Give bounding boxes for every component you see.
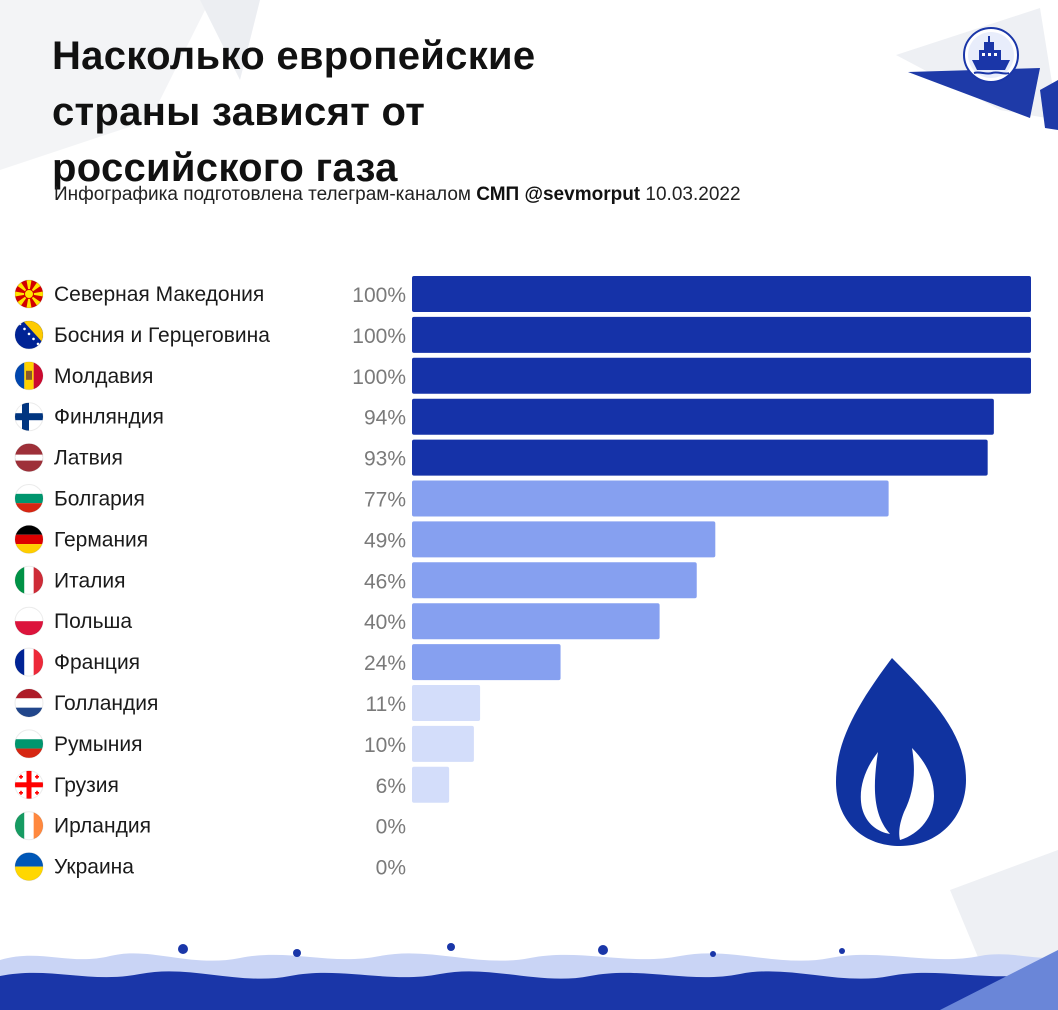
chart-row: Ирландия 0% [14, 811, 406, 841]
chart-row: Финляндия 94% [14, 398, 994, 435]
chart-row: Франция 24% [14, 644, 561, 681]
country-label: Молдавия [54, 365, 153, 388]
value-label: 0% [376, 857, 406, 880]
flag-ireland-icon [14, 811, 44, 841]
ship-logo-icon [963, 27, 1019, 83]
value-label: 100% [352, 284, 406, 307]
chart-row: Болгария 77% [14, 480, 889, 517]
bar [412, 766, 450, 803]
flag-latvia-icon [14, 443, 44, 473]
bar [412, 603, 660, 640]
chart-row: Молдавия 100% [14, 357, 1031, 394]
country-label: Босния и Герцеговина [54, 324, 270, 347]
country-label: Италия [54, 569, 126, 592]
flag-italy-icon [14, 565, 44, 595]
bar [412, 644, 561, 681]
bar [412, 480, 889, 517]
value-label: 100% [352, 325, 406, 348]
flag-georgia-icon [14, 770, 44, 800]
subtitle-prefix: Инфографика подготовлена телеграм-канало… [54, 184, 471, 205]
country-label: Польша [54, 610, 132, 633]
value-label: 77% [364, 489, 406, 512]
country-label: Грузия [54, 774, 119, 797]
flag-poland-icon [14, 606, 44, 636]
value-label: 0% [376, 816, 406, 839]
bar [412, 562, 697, 599]
bar [412, 316, 1031, 353]
subtitle-channel: СМП @sevmorput [476, 184, 641, 205]
flag-moldova-icon [14, 361, 44, 391]
country-label: Румыния [54, 733, 143, 756]
bar [412, 725, 474, 762]
flag-bosnia-icon [14, 320, 44, 350]
flag-north-macedonia-icon [14, 279, 44, 309]
country-label: Финляндия [54, 406, 164, 429]
chart-row: Италия 46% [14, 562, 697, 599]
value-label: 100% [352, 366, 406, 389]
value-label: 11% [366, 693, 406, 716]
chart-row: Германия 49% [14, 521, 716, 558]
chart-row: Голландия 11% [14, 685, 481, 721]
flag-finland-icon [14, 402, 44, 432]
country-label: Латвия [54, 447, 123, 470]
country-label: Украина [54, 856, 134, 879]
value-label: 6% [376, 775, 406, 798]
subtitle-date: 10.03.2022 [645, 184, 741, 205]
bar [412, 439, 988, 476]
chart-row: Грузия 6% [14, 766, 450, 803]
flag-romania-icon [14, 729, 44, 759]
flag-france-icon [14, 647, 44, 677]
bar [412, 521, 716, 558]
chart-row: Польша 40% [14, 603, 660, 640]
subtitle: Инфографика подготовлена телеграм-канало… [54, 184, 741, 206]
chart-row: Северная Македония 100% [14, 276, 1031, 312]
bar [412, 685, 481, 721]
country-label: Ирландия [54, 815, 151, 838]
value-label: 10% [364, 734, 406, 757]
chart-row: Украина 0% [14, 852, 406, 882]
country-label: Северная Македония [54, 283, 264, 306]
bar [412, 357, 1031, 394]
chart-row: Румыния 10% [14, 725, 474, 762]
bar [412, 276, 1031, 312]
flag-germany-icon [14, 524, 44, 554]
chart-row: Босния и Герцеговина 100% [14, 316, 1031, 353]
country-label: Франция [54, 651, 140, 674]
value-label: 93% [364, 448, 406, 471]
page-title: Насколько европейские страны зависят от … [52, 34, 536, 190]
value-label: 94% [364, 407, 406, 430]
chart-row: Латвия 93% [14, 439, 988, 476]
flag-netherlands-icon [14, 688, 44, 718]
bar [412, 398, 994, 435]
value-label: 24% [364, 652, 406, 675]
country-label: Голландия [54, 692, 158, 715]
country-label: Германия [54, 528, 148, 551]
value-label: 46% [364, 570, 406, 593]
flag-bulgaria-icon [14, 484, 44, 513]
country-label: Болгария [54, 488, 145, 511]
value-label: 40% [364, 611, 406, 634]
value-label: 49% [364, 529, 406, 552]
flag-ukraine-icon [14, 852, 44, 882]
